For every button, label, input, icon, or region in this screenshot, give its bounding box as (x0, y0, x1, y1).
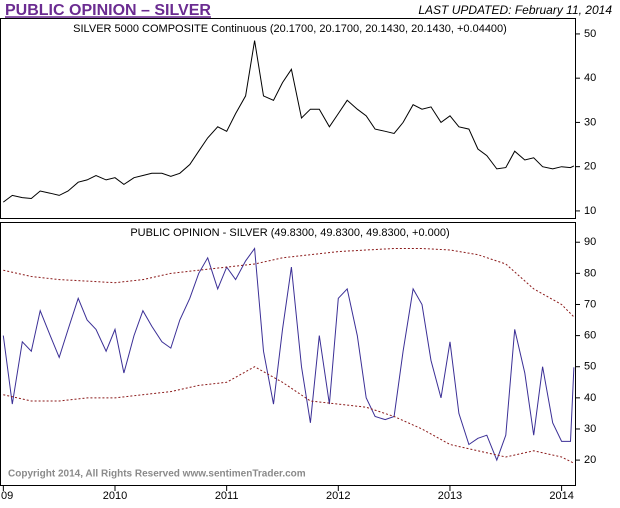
y-tick-label: 30 (584, 116, 596, 128)
panel-title: SILVER 5000 COMPOSITE Continuous (20.170… (73, 23, 507, 35)
x-tick-label: 09 (1, 490, 13, 502)
y-tick-label: 30 (584, 423, 596, 435)
page-title: PUBLIC OPINION – SILVER (5, 2, 211, 19)
y-tick-label: 40 (584, 392, 596, 404)
y-tick-label: 40 (584, 72, 596, 84)
x-tick-label: 2012 (326, 490, 350, 502)
panel-title: PUBLIC OPINION - SILVER (49.8300, 49.830… (130, 227, 449, 239)
y-tick-label: 50 (584, 361, 596, 373)
x-tick-label: 2014 (549, 490, 573, 502)
y-tick-label: 20 (584, 454, 596, 466)
data-line (2, 247, 575, 462)
x-tick-label: 2013 (438, 490, 462, 502)
last-updated: LAST UPDATED: February 11, 2014 (418, 3, 612, 17)
data-line (3, 248, 575, 318)
y-tick-label: 70 (584, 298, 596, 310)
x-tick-label: 2011 (215, 490, 239, 502)
y-tick-label: 80 (584, 267, 596, 279)
y-tick-label: 20 (584, 161, 596, 173)
data-line (3, 40, 575, 203)
copyright: Copyright 2014, All Rights Reserved www.… (8, 469, 306, 480)
panel-frame (0, 222, 576, 486)
data-line (3, 366, 575, 464)
y-tick-label: 50 (584, 28, 596, 40)
x-tick-label: 2010 (103, 490, 127, 502)
y-tick-label: 10 (584, 205, 596, 217)
y-tick-label: 90 (584, 236, 596, 248)
panel-frame (0, 18, 576, 219)
y-tick-label: 60 (584, 330, 596, 342)
